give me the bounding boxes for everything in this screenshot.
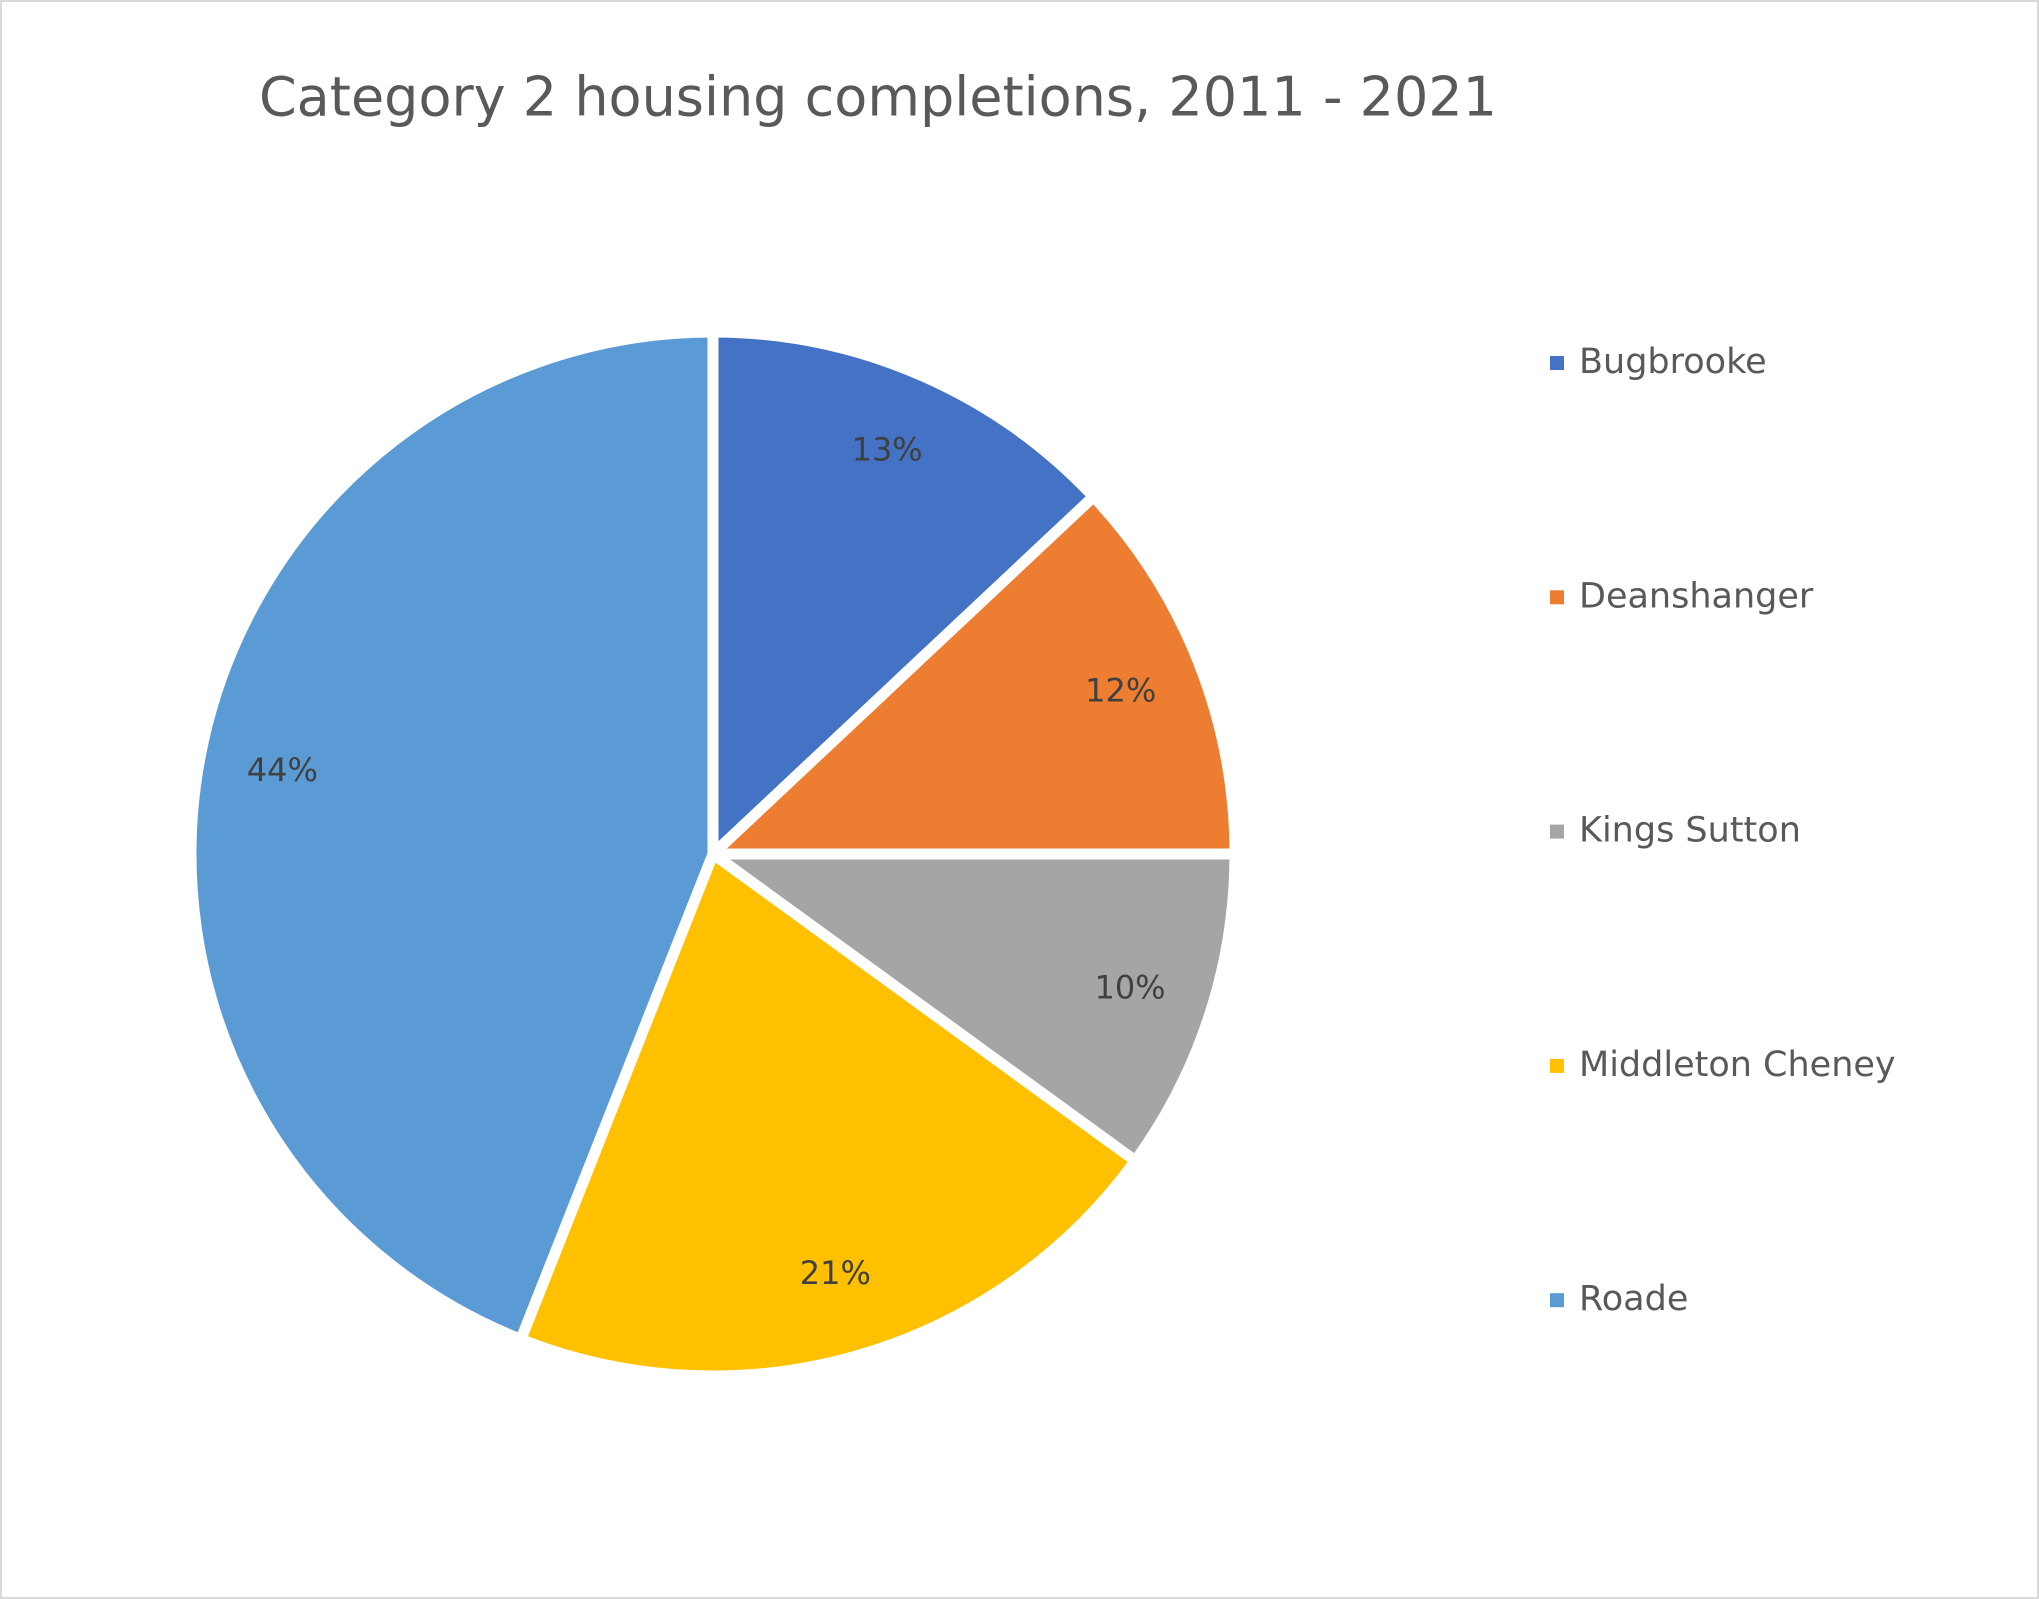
legend-label: Kings Sutton bbox=[1579, 811, 1801, 851]
legend-marker bbox=[1550, 1058, 1564, 1073]
pie-slice bbox=[699, 488, 1241, 860]
legend-marker bbox=[1550, 590, 1564, 605]
data-label: 12% bbox=[1085, 672, 1156, 710]
legend-marker bbox=[1550, 824, 1564, 839]
pie-slice bbox=[707, 326, 1102, 867]
legend-label: Middleton Cheney bbox=[1579, 1045, 1896, 1085]
data-label: 44% bbox=[247, 751, 318, 789]
legend-label: Bugbrooke bbox=[1579, 342, 1767, 382]
data-label: 10% bbox=[1094, 968, 1165, 1006]
data-label: 21% bbox=[800, 1254, 871, 1292]
pie-slice bbox=[185, 326, 719, 1347]
legend-marker bbox=[1550, 356, 1564, 370]
pie-slice bbox=[696, 848, 1241, 1169]
legend-marker bbox=[1550, 1293, 1564, 1308]
legend-label: Deanshanger bbox=[1579, 576, 1814, 616]
legend-label: Roade bbox=[1579, 1279, 1688, 1319]
data-label: 13% bbox=[852, 431, 923, 469]
chart-title: Category 2 housing completions, 2011 - 2… bbox=[259, 66, 1497, 129]
pie-slice bbox=[513, 845, 1143, 1382]
